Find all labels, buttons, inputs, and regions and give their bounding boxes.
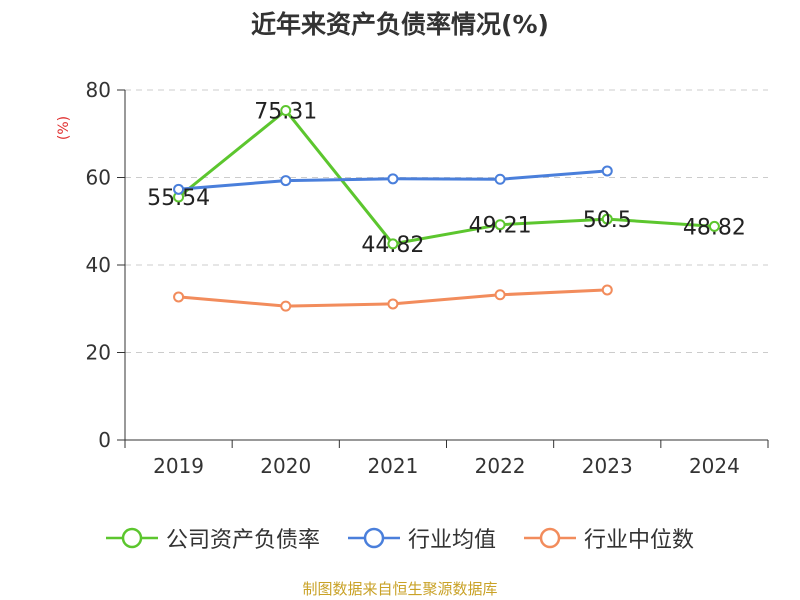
data-label: 55.54 <box>147 186 210 211</box>
data-point-series-2 <box>494 289 506 301</box>
y-tick-label: 40 <box>86 253 111 277</box>
data-point-series-0 <box>280 105 292 117</box>
legend-industry-median-line-icon <box>524 527 576 549</box>
data-label: 48.82 <box>683 215 746 240</box>
data-point-series-0 <box>708 220 720 232</box>
data-point-series-2 <box>280 300 292 312</box>
data-point-series-2 <box>601 284 613 296</box>
data-point-series-1 <box>387 173 399 185</box>
legend-industry-avg-marker <box>363 527 385 549</box>
data-source-note: 制图数据来自恒生聚源数据库 <box>302 580 498 598</box>
data-label: 49.21 <box>469 214 532 239</box>
data-point-series-2 <box>173 291 185 303</box>
data-point-series-2 <box>387 298 399 310</box>
y-tick-label: 80 <box>86 78 111 102</box>
data-point-series-0 <box>387 238 399 250</box>
x-tick-label: 2021 <box>367 454 418 478</box>
series-lines <box>173 105 720 312</box>
legend-company-marker <box>121 527 143 549</box>
y-tick-label: 60 <box>86 166 111 190</box>
data-point-series-1 <box>601 165 613 177</box>
x-tick-label: 2019 <box>153 454 204 478</box>
legend-industry-median-marker <box>539 527 561 549</box>
legend: 公司资产负债率 行业均值 行业中位数 <box>0 520 800 556</box>
data-labels: 55.54 75.31 44.82 49.21 50.5 48.82 <box>147 100 746 258</box>
data-point-series-1 <box>280 175 292 187</box>
x-tick-label: 2023 <box>582 454 633 478</box>
data-point-series-0 <box>601 213 613 225</box>
legend-item-company[interactable]: 公司资产负债率 <box>105 522 320 554</box>
x-tick-label: 2024 <box>689 454 740 478</box>
x-tick-label: 2020 <box>260 454 311 478</box>
data-point-series-0 <box>494 219 506 231</box>
data-label: 50.5 <box>583 208 632 233</box>
y-tick-label: 20 <box>86 341 111 365</box>
series-line-0 <box>177 109 715 246</box>
grid-lines <box>125 89 768 353</box>
chart-title: 近年来资产负债率情况(%) <box>251 10 549 39</box>
x-tick-label: 2022 <box>475 454 526 478</box>
axes: 0 20 40 60 80 (%) 2019 2020 2021 2022 2023 2024 <box>56 78 769 478</box>
legend-item-industry-avg[interactable]: 行业均值 <box>347 522 496 554</box>
data-label: 44.82 <box>361 233 424 258</box>
legend-company-line-icon <box>105 527 158 549</box>
legend-item-industry-median[interactable]: 行业中位数 <box>524 522 694 554</box>
data-point-series-1 <box>494 173 506 185</box>
legend-industry-avg-line-icon <box>347 527 400 549</box>
y-axis-label: (%) <box>56 116 72 140</box>
data-label: 75.31 <box>254 100 317 125</box>
y-tick-label: 0 <box>98 428 111 452</box>
legend-label-industry-median: 行业中位数 <box>584 528 695 553</box>
legend-label-company: 公司资产负债率 <box>165 528 320 553</box>
legend-label-industry-avg: 行业均值 <box>407 528 496 553</box>
data-point-series-1 <box>173 183 185 195</box>
